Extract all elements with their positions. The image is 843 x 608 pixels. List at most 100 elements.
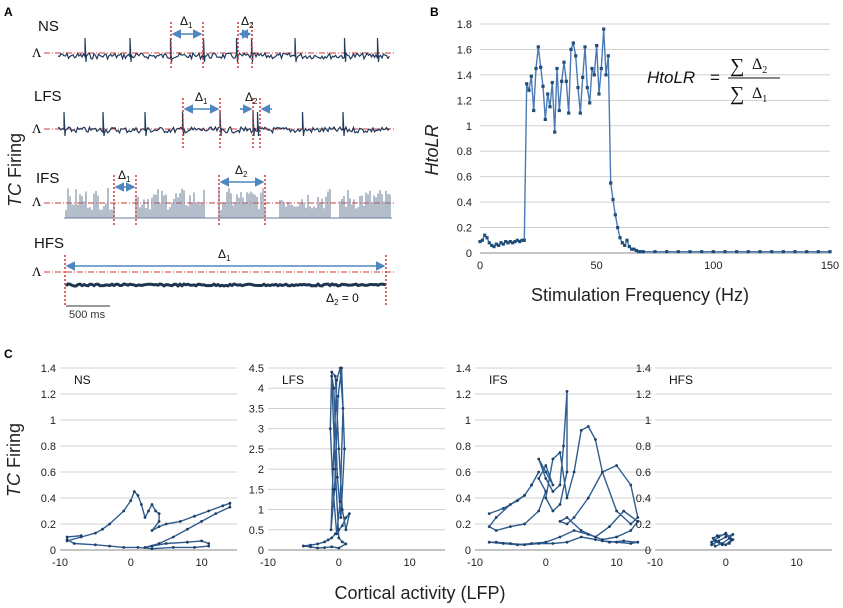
panel-c-point xyxy=(558,520,562,523)
panel-c-point xyxy=(340,366,343,370)
panel-b-point xyxy=(548,105,552,109)
panel-c-ytick: 1.5 xyxy=(249,484,264,496)
panel-c-point xyxy=(579,429,583,432)
panel-c-point xyxy=(228,505,232,509)
panel-b-point xyxy=(506,241,510,245)
panel-c-point xyxy=(724,543,728,547)
panel-c-point xyxy=(150,547,154,551)
panel-b-point xyxy=(483,233,487,237)
panel-c-point xyxy=(157,512,161,515)
panel-c-point xyxy=(207,509,211,513)
panel-c-point xyxy=(544,490,548,493)
panel-b-point xyxy=(550,80,554,85)
panel-c-point xyxy=(530,483,533,487)
panel-b-point xyxy=(632,247,636,251)
panel-b-point xyxy=(623,243,627,247)
panel-c-trajectory xyxy=(488,390,639,546)
panel-c-point xyxy=(523,543,526,547)
panel-a-ylabel-rest: Firing xyxy=(5,133,25,183)
panel-c-point xyxy=(537,457,541,461)
panel-b-point xyxy=(604,73,608,77)
panel-b-point xyxy=(625,238,629,242)
panel-c-point xyxy=(558,451,562,454)
panel-b-point xyxy=(746,250,750,254)
panel-c-point xyxy=(565,496,569,500)
panel-c-point xyxy=(615,535,618,539)
panel-c-point xyxy=(101,527,104,531)
panel-b-ytick: 1.6 xyxy=(457,44,472,56)
panel-b-point xyxy=(494,242,498,246)
panel-c-point xyxy=(132,490,136,493)
panel-b-xtick: 100 xyxy=(704,260,722,272)
panel-b-point xyxy=(637,250,641,254)
panel-c-axes: 00.20.40.60.811.21.4-10 0 10NS00.511.522.5… xyxy=(41,363,832,569)
panel-c-point xyxy=(516,499,519,502)
panel-c-subplot-title: HFS xyxy=(669,373,693,387)
panel-b-point xyxy=(700,250,704,254)
panel-c-point xyxy=(344,528,348,532)
panel-c-point xyxy=(544,464,548,467)
panel-c-ytick: 1.4 xyxy=(456,363,471,375)
panel-b-point xyxy=(574,54,578,58)
panel-c-point xyxy=(629,483,633,487)
panel-b-point xyxy=(501,242,505,246)
panel-c-ytick: 1 xyxy=(258,505,264,517)
panel-c-point xyxy=(94,543,97,547)
panel-b-point xyxy=(627,245,631,249)
panel-c-point xyxy=(340,540,344,544)
row-label-ifs: IFS xyxy=(36,170,59,187)
panel-c-point xyxy=(565,516,569,519)
panel-c-point xyxy=(343,447,346,451)
panel-c-point xyxy=(150,544,154,548)
panel-c-ytick: 4.5 xyxy=(249,363,264,375)
panel-c-point xyxy=(200,520,204,523)
panel-c-ytick: 0 xyxy=(645,545,651,557)
panel-c-point xyxy=(108,544,111,548)
trace-hfs xyxy=(64,282,387,288)
panel-c-point xyxy=(601,539,604,543)
panel-c-point xyxy=(157,542,161,545)
panel-c-ytick: 0.2 xyxy=(456,519,471,531)
panel-b-point xyxy=(588,101,592,105)
panel-c-point xyxy=(608,540,611,544)
panel-c-ytick: 0 xyxy=(50,545,56,557)
panel-c-point xyxy=(710,543,713,547)
panel-b-ytick: 0 xyxy=(466,248,472,260)
panel-c-ytick: 0.4 xyxy=(636,493,651,505)
panel-b-point xyxy=(781,250,785,254)
panel-b-point xyxy=(480,238,484,242)
panel-b-point xyxy=(569,47,573,51)
panel-c-point xyxy=(335,532,339,536)
panel-c-point xyxy=(608,525,611,528)
panel-c-ytick: 0.6 xyxy=(41,467,56,479)
panel-c-point xyxy=(727,542,731,545)
panel-b-point xyxy=(634,248,638,253)
panel-b-point xyxy=(553,130,557,134)
panel-c-point xyxy=(329,528,333,532)
panel-b-label: B xyxy=(430,5,439,19)
panel-c-ytick: 0.2 xyxy=(636,519,651,531)
panel-c-xtick: -10 xyxy=(260,557,276,569)
panel-c-point xyxy=(337,546,341,550)
panel-c-point xyxy=(193,514,196,518)
panel-b-point xyxy=(497,243,501,247)
panel-c-point xyxy=(572,516,576,519)
panel-c-ytick: 0.5 xyxy=(249,525,264,537)
panel-c-xtick: 10 xyxy=(403,557,415,569)
panel-c-point xyxy=(494,516,498,519)
panel-b-ytick: 1.4 xyxy=(457,70,472,82)
panel-c-point xyxy=(551,490,555,493)
panel-c-point xyxy=(710,540,713,544)
panel-c-point xyxy=(586,496,590,500)
panel-c-point xyxy=(594,535,597,539)
panel-b-point xyxy=(541,84,545,88)
panel-b-ytick: 0.2 xyxy=(457,223,472,235)
panel-b-point xyxy=(511,241,515,245)
panel-c-ytick: 0.4 xyxy=(456,493,471,505)
panel-c-label: C xyxy=(4,347,13,361)
panel-c-point xyxy=(200,539,204,543)
panel-b-point xyxy=(487,241,491,245)
panel-b-point xyxy=(613,213,617,217)
panel-c-point xyxy=(720,543,724,547)
panel-c-point xyxy=(79,534,83,538)
